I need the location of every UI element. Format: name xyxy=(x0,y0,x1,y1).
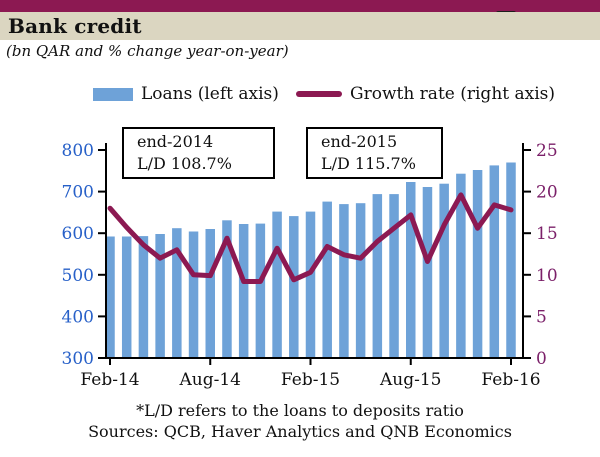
loan-bar xyxy=(372,194,383,358)
right-axis-label: 20 xyxy=(536,183,558,203)
loan-bar xyxy=(188,231,199,358)
annotation-end-2015: end-2015 L/D 115.7% xyxy=(306,127,443,179)
loan-bar xyxy=(272,211,282,358)
top-accent-bar xyxy=(0,0,600,12)
annotation-end-2014-line2: L/D 108.7% xyxy=(137,154,232,173)
loan-bar xyxy=(305,211,316,358)
loans-legend-label: Loans (left axis) xyxy=(141,84,279,104)
loan-bar xyxy=(205,229,215,358)
loan-bar xyxy=(472,170,483,358)
loan-bar xyxy=(456,173,466,358)
loan-bar xyxy=(322,201,332,358)
loan-bar xyxy=(105,236,115,358)
left-axis-label: 800 xyxy=(62,141,94,161)
annotation-end-2015-line2: L/D 115.7% xyxy=(321,154,416,173)
x-axis-label: Aug-14 xyxy=(179,370,241,390)
x-axis-label: Feb-16 xyxy=(481,370,540,390)
legend-item-growth: Growth rate (right axis) xyxy=(296,84,555,104)
left-axis-label: 400 xyxy=(62,307,94,327)
header-band: Bank credit xyxy=(0,12,600,40)
loan-bar xyxy=(355,203,366,358)
loan-bar xyxy=(489,165,500,358)
right-axis-label: 0 xyxy=(536,349,547,369)
loans-legend-swatch xyxy=(93,87,133,101)
left-axis-label: 300 xyxy=(62,349,94,369)
x-axis-label: Feb-14 xyxy=(80,370,139,390)
loan-bar xyxy=(339,204,349,358)
right-axis-label: 5 xyxy=(536,307,547,327)
loan-bar xyxy=(238,224,249,358)
loan-bar xyxy=(406,182,416,358)
left-axis-label: 700 xyxy=(62,183,94,203)
loan-bar xyxy=(506,162,516,358)
left-axis-label: 500 xyxy=(62,266,94,286)
chart-sources: Sources: QCB, Haver Analytics and QNB Ec… xyxy=(88,422,512,441)
right-axis-label: 10 xyxy=(536,266,558,286)
loan-bar xyxy=(138,236,149,358)
x-axis-label: Feb-15 xyxy=(281,370,340,390)
loan-bar xyxy=(155,234,165,358)
annotation-end-2015-line1: end-2015 xyxy=(321,132,398,151)
x-axis-label: Aug-15 xyxy=(379,370,441,390)
loan-bar xyxy=(222,220,232,358)
page-title: Bank credit xyxy=(8,14,142,38)
right-axis-label: 25 xyxy=(536,141,558,161)
chart-subtitle: (bn QAR and % change year-on-year) xyxy=(6,42,289,60)
loan-bar xyxy=(422,187,433,358)
loan-bar xyxy=(121,236,132,358)
right-axis-label: 15 xyxy=(536,224,558,244)
growth-legend-label: Growth rate (right axis) xyxy=(350,84,556,104)
left-axis-label: 600 xyxy=(62,224,94,244)
loan-bar xyxy=(389,194,399,358)
annotation-end-2014-line1: end-2014 xyxy=(137,132,214,151)
chart-footnote: *L/D refers to the loans to deposits rat… xyxy=(136,401,464,420)
annotation-end-2014: end-2014 L/D 108.7% xyxy=(122,127,275,179)
loan-bar xyxy=(439,183,449,358)
loan-bar xyxy=(172,228,182,358)
growth-rate-line xyxy=(107,192,514,284)
loan-bar xyxy=(289,216,299,358)
loan-bar xyxy=(255,223,266,358)
legend-item-loans: Loans (left axis) xyxy=(93,84,279,104)
growth-legend-swatch xyxy=(296,91,342,97)
